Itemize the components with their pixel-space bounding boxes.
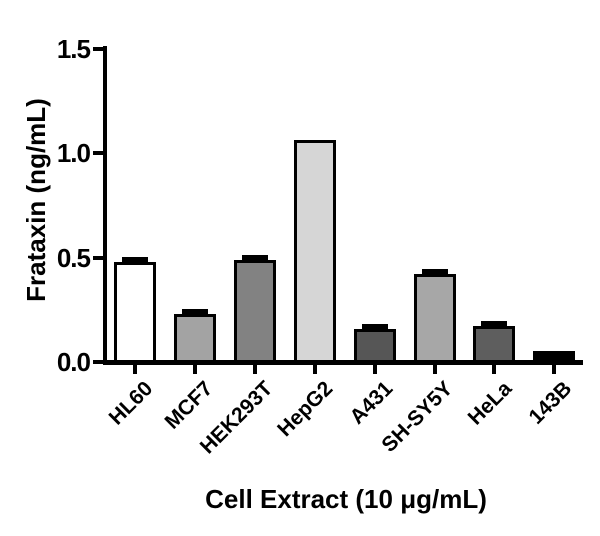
- x-tick: [312, 365, 317, 374]
- x-tick: [252, 365, 257, 374]
- bar: [473, 326, 516, 363]
- error-bar: [241, 254, 268, 261]
- y-tick: [93, 255, 103, 260]
- y-tick: [93, 360, 103, 364]
- y-tick-label: 0.0: [56, 347, 91, 377]
- y-tick: [93, 151, 103, 155]
- x-tick: [492, 365, 497, 374]
- y-axis-line: [103, 46, 107, 364]
- error-bar: [181, 308, 208, 315]
- bar: [353, 328, 396, 363]
- bar: [413, 274, 456, 363]
- bar: [293, 140, 336, 363]
- x-tick: [552, 365, 557, 374]
- error-bar: [421, 269, 448, 276]
- error-bar: [481, 321, 508, 328]
- x-tick: [432, 365, 437, 374]
- y-tick-label: 1.0: [56, 138, 91, 168]
- bar: [533, 350, 576, 363]
- x-tick: [372, 365, 377, 374]
- bar: [233, 259, 276, 363]
- x-axis-title: Cell Extract (10 μg/mL): [205, 484, 487, 514]
- y-tick-label: 1.5: [56, 33, 91, 64]
- x-tick: [133, 365, 137, 374]
- error-bar: [361, 323, 388, 330]
- error-bar: [122, 256, 148, 263]
- x-tick: [192, 365, 197, 374]
- x-axis-line: [103, 360, 583, 365]
- bar: [173, 313, 216, 363]
- y-axis-title: Frataxin (ng/mL): [21, 98, 51, 302]
- bar: [114, 261, 156, 363]
- y-tick: [93, 46, 103, 51]
- y-tick-label: 0.5: [56, 242, 91, 273]
